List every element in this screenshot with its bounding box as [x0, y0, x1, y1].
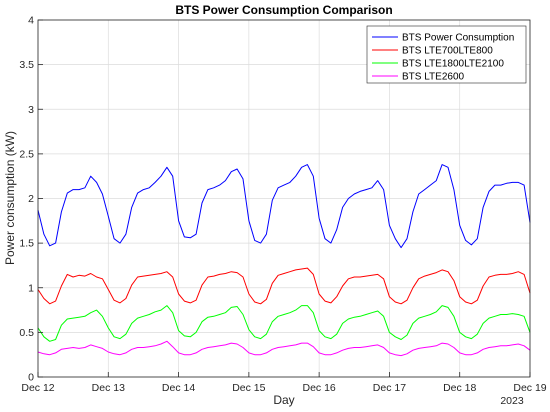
y-tick-label: 2.5	[19, 148, 34, 160]
y-tick-label: 1	[28, 282, 34, 294]
x-axis: Dec 12 Dec 13 Dec 14 Dec 15 Dec 16 Dec 17 Dec …	[21, 372, 547, 394]
x-tick-label: Dec 12	[21, 382, 54, 394]
legend-entry-label: BTS LTE1800LTE2100	[402, 59, 504, 70]
x-tick-label: Dec 18	[443, 382, 476, 394]
x-axis-year-label: 2023	[500, 395, 524, 407]
y-axis-label: Power consumption (kW)	[3, 131, 17, 265]
x-axis-label: Day	[273, 393, 294, 407]
x-tick-label: Dec 17	[373, 382, 406, 394]
legend-entry-label: BTS LTE2600	[402, 72, 465, 83]
y-tick-label: 1.5	[19, 238, 34, 250]
series-line-4	[37, 340, 531, 357]
legend-box	[366, 25, 527, 84]
series-group	[37, 164, 531, 357]
y-axis: 0 0.5 1 1.5 2 2.5 3 3.5 4	[19, 15, 43, 384]
y-tick-label: 2	[28, 193, 34, 205]
series-line-2	[37, 267, 531, 305]
x-tick-label: Dec 14	[162, 382, 195, 394]
series-line-1	[37, 164, 531, 249]
y-tick-label: 0	[28, 372, 34, 384]
legend: BTS Power Consumption BTS LTE700LTE800 BTS…	[366, 25, 527, 84]
y-tick-label: 3	[28, 104, 34, 116]
legend-entry-label: BTS LTE700LTE800	[402, 46, 493, 57]
x-tick-label: Dec 16	[303, 382, 336, 394]
y-tick-label: 3.5	[19, 59, 34, 71]
y-tick-label: 0.5	[19, 327, 34, 339]
x-tick-label: Dec 15	[232, 382, 265, 394]
series-line-3	[37, 305, 531, 342]
x-tick-label: Dec 19	[513, 382, 546, 394]
legend-entry-label: BTS Power Consumption	[402, 33, 514, 44]
x-tick-label: Dec 13	[92, 382, 125, 394]
y-tick-label: 4	[28, 15, 34, 27]
chart-title: BTS Power Consumption Comparison	[175, 3, 392, 17]
